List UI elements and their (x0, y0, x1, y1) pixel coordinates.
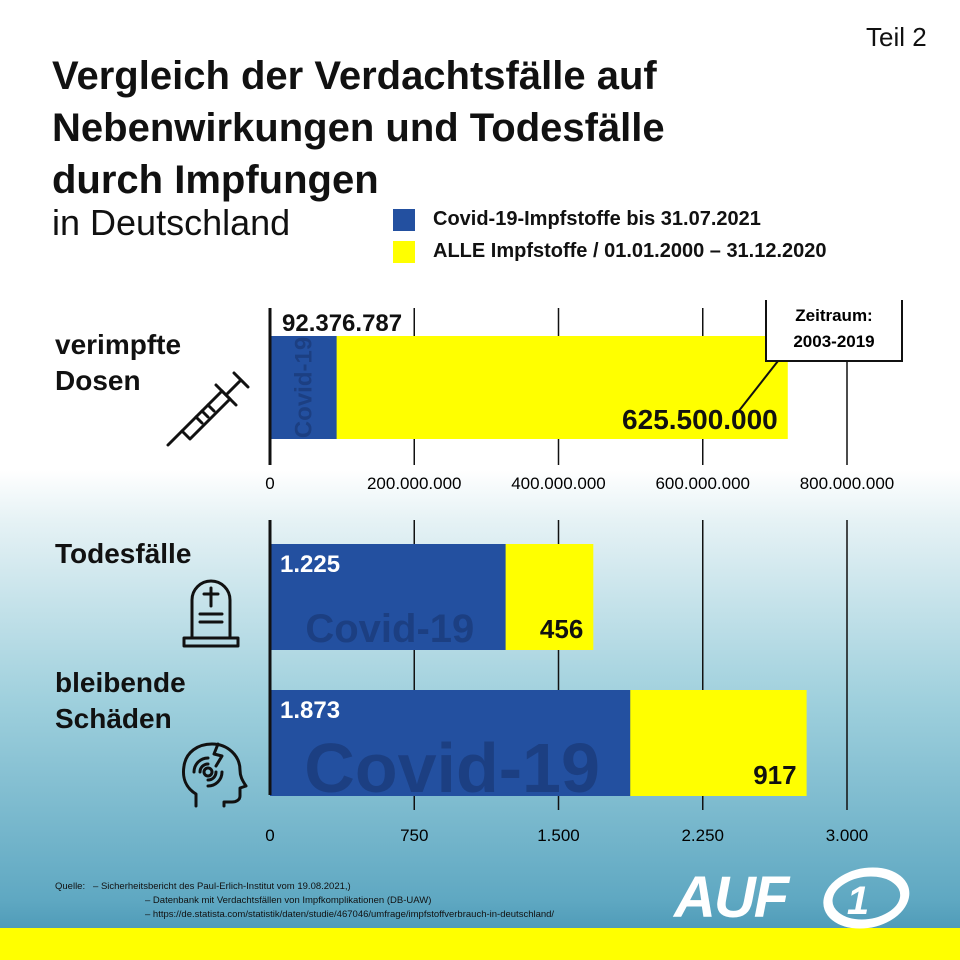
category-label-line: verimpfte (55, 329, 182, 360)
tick-labels: 0 200.000.000 400.000.000 600.000.000 800.00… (265, 474, 894, 493)
title-line: durch Impfungen (52, 158, 379, 202)
callout-line: Zeitraum: (795, 306, 872, 325)
bar-watermark: Covid-19 (290, 337, 317, 438)
category-label-doses: verimpfte Dosen (55, 327, 181, 399)
x-tick-label: 1.500 (537, 826, 580, 845)
bar-covid (270, 544, 506, 650)
bar-covid (270, 336, 337, 439)
x-tick-label: 600.000.000 (655, 474, 750, 493)
callout-box (765, 300, 903, 362)
tick-labels: 0 750 1.500 2.250 3.000 (265, 826, 868, 845)
x-tick-label: 800.000.000 (800, 474, 895, 493)
x-tick-label: 750 (400, 826, 428, 845)
logo-number: 1 (847, 879, 869, 923)
category-label-line: Schäden (55, 703, 172, 734)
data-label-covid: 92.376.787 (282, 310, 402, 337)
logo-text: AUF (672, 865, 791, 930)
callout-pointer (737, 360, 779, 413)
title-line: Vergleich der Verdachtsfälle auf (52, 54, 657, 98)
data-label-covid: 1.225 (280, 551, 340, 578)
legend-swatch-covid (393, 208, 415, 231)
category-label-line: Todesfälle (55, 538, 192, 569)
bar-watermark: Covid-19 (304, 729, 600, 807)
x-tick-label: 200.000.000 (367, 474, 462, 493)
category-label-deaths: Todesfälle (55, 536, 191, 572)
logo-ring (823, 867, 910, 929)
gravestone-icon (182, 579, 240, 648)
legend-swatch-all (393, 240, 415, 263)
chart-side-effects: Covid-19 1.225 456 Covid-19 1.873 917 0 750 1.5… (265, 520, 868, 845)
data-label-all-vaccines: 625.500.000 (622, 404, 778, 435)
callout: Zeitraum: 2003-2019 (737, 300, 903, 413)
x-tick-label: 400.000.000 (511, 474, 606, 493)
legend-label-covid: Covid-19-Impfstoffe bis 31.07.2021 (433, 208, 761, 230)
part-label: Teil 2 (866, 22, 927, 52)
x-tick-label: 2.250 (681, 826, 724, 845)
source-item: – Datenbank mit Verdachtsfällen von Impf… (145, 895, 432, 906)
category-label-line: bleibende (55, 667, 186, 698)
sources: Quelle: – Sicherheitsbericht des Paul-Er… (55, 880, 554, 922)
source-item: – Sicherheitsbericht des Paul-Erlich-Ins… (93, 881, 351, 892)
callout-line: 2003-2019 (793, 332, 874, 351)
data-label-covid: 1.873 (280, 697, 340, 724)
subtitle: in Deutschland (52, 202, 291, 243)
x-tick-label: 0 (265, 474, 274, 493)
legend-item-covid: Covid-19-Impfstoffe bis 31.07.2021 (393, 208, 761, 231)
legend-label-all: ALLE Impfstoffe / 01.01.2000 – 31.12.202… (433, 240, 827, 262)
page-title: Vergleich der Verdachtsfälle auf Nebenwi… (52, 50, 812, 206)
x-tick-label: 0 (265, 826, 274, 845)
data-label-all-vaccines: 456 (540, 614, 583, 644)
auf1-logo: AUF 1 (672, 865, 910, 930)
bottom-stripe (0, 928, 960, 960)
bars: Covid-19 1.225 456 Covid-19 1.873 917 (270, 544, 807, 807)
bar-covid (270, 690, 631, 796)
title-line: Nebenwirkungen und Todesfälle (52, 106, 665, 150)
data-label-all-vaccines: 917 (753, 760, 796, 790)
source-label: Quelle: (55, 881, 86, 892)
category-label-damages: bleibende Schäden (55, 665, 186, 737)
head-injury-icon (182, 742, 248, 808)
legend-item-all: ALLE Impfstoffe / 01.01.2000 – 31.12.202… (393, 240, 827, 263)
source-item: – https://de.statista.com/statistik/date… (145, 909, 555, 920)
syringe-icon (166, 371, 250, 447)
x-tick-label: 3.000 (826, 826, 869, 845)
bar-all-vaccines (270, 336, 788, 439)
category-label-line: Dosen (55, 365, 141, 396)
bar-watermark: Covid-19 (305, 607, 474, 651)
